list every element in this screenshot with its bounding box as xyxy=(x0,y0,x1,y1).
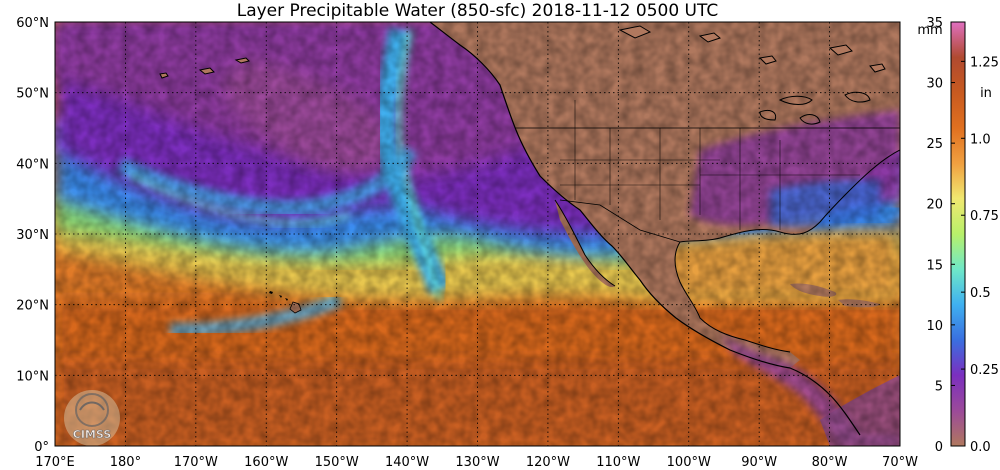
lon-tick-label: 150°W xyxy=(315,455,359,470)
lon-tick-label: 80°W xyxy=(812,455,848,470)
moisture-field: CIMSS xyxy=(55,22,900,446)
colorbar-gradient xyxy=(950,21,966,447)
lon-tick-label: 110°W xyxy=(596,455,640,470)
colorbar-in-label: 0.75 xyxy=(970,209,999,224)
colorbar-mm-ticks: 35 30 25 20 15 10 5 0 xyxy=(926,16,955,455)
lon-tick-label: 170°W xyxy=(174,455,218,470)
colorbar-in-label: 0.5 xyxy=(970,286,991,301)
longitude-labels: 170°E 180° 170°W 160°W 150°W 140°W 130°W 120°W 1… xyxy=(35,455,918,470)
lon-tick-label: 170°E xyxy=(35,455,75,470)
colorbar-unit-mm: mm xyxy=(917,23,942,38)
lat-tick-label: 30°N xyxy=(16,228,49,243)
map-frame xyxy=(54,21,901,447)
colorbar-mm-label: 35 xyxy=(926,16,943,31)
lat-tick-label: 0° xyxy=(34,440,49,455)
lat-tick-label: 10°N xyxy=(16,369,49,384)
colorbar-mm-label: 10 xyxy=(926,319,943,334)
lon-tick-label: 90°W xyxy=(741,455,777,470)
latitude-labels: 60°N 50°N 40°N 30°N 20°N 10°N 0° xyxy=(16,16,49,455)
lon-tick-label: 180° xyxy=(110,455,141,470)
colorbar-in-label: 0.25 xyxy=(970,363,999,378)
svg-text:CIMSS: CIMSS xyxy=(73,428,112,441)
cimss-logo: CIMSS xyxy=(64,390,120,446)
colorbar-mm-label: 25 xyxy=(926,137,943,152)
lon-tick-label: 100°W xyxy=(667,455,711,470)
colorbar-mm-label: 30 xyxy=(926,77,943,92)
map-title: Layer Precipitable Water (850-sfc) 2018-… xyxy=(236,1,719,21)
lon-tick-label: 70°W xyxy=(882,455,918,470)
lat-tick-label: 40°N xyxy=(16,157,49,172)
colorbar-mm-label: 20 xyxy=(926,198,943,213)
lat-tick-label: 60°N xyxy=(16,16,49,31)
colorbar-mm-label: 5 xyxy=(935,379,943,394)
lon-tick-label: 160°W xyxy=(244,455,288,470)
colorbar-mm-label: 0 xyxy=(935,440,943,455)
colorbar-unit-in: in xyxy=(980,86,992,101)
colorbar-mm-label: 15 xyxy=(926,258,943,273)
lon-tick-label: 140°W xyxy=(385,455,429,470)
lat-tick-label: 50°N xyxy=(16,87,49,102)
colorbar-in-ticks: 1.25 1.0 0.75 0.5 0.25 0.0 xyxy=(961,55,999,455)
colorbar: mm in 35 30 25 20 15 10 5 0 1.25 1.0 0.75 0.5 0.25 0… xyxy=(917,16,999,455)
lon-tick-label: 120°W xyxy=(526,455,570,470)
colorbar-in-label: 1.0 xyxy=(970,132,991,147)
lon-tick-label: 130°W xyxy=(455,455,499,470)
lat-tick-label: 20°N xyxy=(16,299,49,314)
colorbar-in-label: 0.0 xyxy=(970,440,991,455)
graticule xyxy=(55,22,900,446)
colorbar-in-label: 1.25 xyxy=(970,55,999,70)
